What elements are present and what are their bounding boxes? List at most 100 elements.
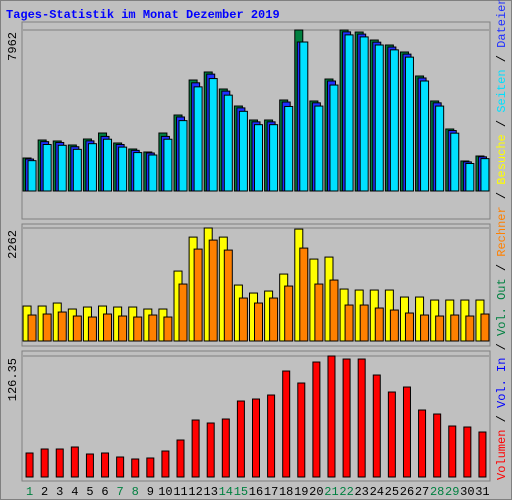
x-tick-label: 1 [26, 485, 33, 499]
bar [329, 279, 339, 342]
bar [208, 78, 218, 192]
bar [148, 154, 158, 192]
bar [418, 409, 427, 478]
x-tick-label: 22 [339, 485, 353, 499]
legend-separator: / [495, 336, 509, 358]
bar [329, 84, 339, 192]
bar [163, 316, 173, 342]
bar [72, 148, 82, 192]
bar [435, 105, 445, 192]
x-tick-label: 21 [324, 485, 338, 499]
bar [404, 312, 414, 342]
bar [101, 452, 110, 478]
bar [176, 439, 185, 478]
bar [42, 313, 52, 342]
x-tick-label: 9 [147, 485, 154, 499]
bar [327, 355, 336, 478]
x-tick-label: 25 [385, 485, 399, 499]
bar [254, 302, 263, 342]
legend-entry: Rechner [495, 206, 509, 256]
bar [131, 458, 140, 478]
bar [236, 400, 245, 478]
legend-separator: / [495, 113, 509, 135]
bar [193, 248, 203, 342]
bar [480, 313, 490, 342]
y-tick-label: 2262 [6, 230, 20, 259]
bar [85, 453, 94, 478]
bar [404, 56, 414, 192]
bar [448, 425, 457, 478]
bar [284, 105, 294, 192]
bar [463, 426, 472, 478]
bar [208, 239, 218, 342]
x-tick-label: 13 [204, 485, 218, 499]
bar [87, 143, 97, 192]
bar [146, 457, 155, 478]
legend-entry: Besuche [495, 134, 509, 184]
bar [221, 418, 230, 478]
bar [223, 94, 233, 192]
bar [312, 361, 321, 478]
bar [269, 124, 279, 192]
bar [314, 283, 324, 342]
bar [465, 315, 475, 342]
bar [389, 309, 399, 342]
x-tick-label: 10 [158, 485, 172, 499]
bar [223, 249, 233, 342]
x-tick-label: 30 [460, 485, 474, 499]
x-tick-label: 8 [132, 485, 139, 499]
bar [148, 314, 158, 342]
bar [282, 370, 291, 478]
bar [206, 422, 215, 478]
x-tick-label: 2 [41, 485, 48, 499]
legend: Volumen / Vol. In / Vol. Out / Rechner /… [495, 0, 509, 480]
bar [193, 86, 203, 192]
bar [389, 49, 399, 192]
legend-entry: Dateien [495, 0, 509, 48]
bar [27, 160, 37, 192]
legend-entry: Vol. In [495, 358, 509, 408]
x-tick-label: 26 [400, 485, 414, 499]
bar [254, 124, 263, 192]
bar [435, 315, 445, 342]
x-tick-label: 23 [354, 485, 368, 499]
bar [433, 413, 442, 478]
chart-title: Tages-Statistik im Monat Dezember 2019 [6, 8, 280, 22]
x-tick-label: 3 [56, 485, 63, 499]
bar [27, 314, 37, 342]
y-tick-label: 7962 [6, 32, 20, 61]
bar [284, 285, 294, 342]
bar [133, 152, 143, 192]
bar [72, 315, 82, 342]
x-tick-label: 16 [249, 485, 263, 499]
bar [118, 146, 128, 192]
y-tick-label: 126.35 [6, 358, 20, 401]
x-tick-label: 19 [294, 485, 308, 499]
x-tick-label: 18 [279, 485, 293, 499]
bar [359, 36, 369, 192]
x-tick-label: 28 [430, 485, 444, 499]
x-tick-label: 5 [86, 485, 93, 499]
legend-separator: / [495, 48, 509, 70]
bar [57, 311, 67, 342]
bar [374, 44, 384, 192]
x-tick-label: 24 [370, 485, 384, 499]
bar [344, 304, 354, 342]
bar [103, 313, 113, 342]
x-tick-label: 29 [445, 485, 459, 499]
bar [178, 283, 188, 342]
x-tick-label: 17 [264, 485, 278, 499]
legend-separator: / [495, 185, 509, 207]
bar [480, 158, 490, 192]
legend-entry: Volumen [495, 430, 509, 480]
bar [40, 448, 49, 478]
bar [420, 314, 430, 342]
x-tick-label: 12 [188, 485, 202, 499]
bar [70, 446, 79, 478]
bar [372, 374, 381, 478]
legend-entry: Vol. Out [495, 278, 509, 336]
bar [133, 316, 143, 342]
bar [299, 41, 309, 192]
bar [252, 398, 260, 478]
